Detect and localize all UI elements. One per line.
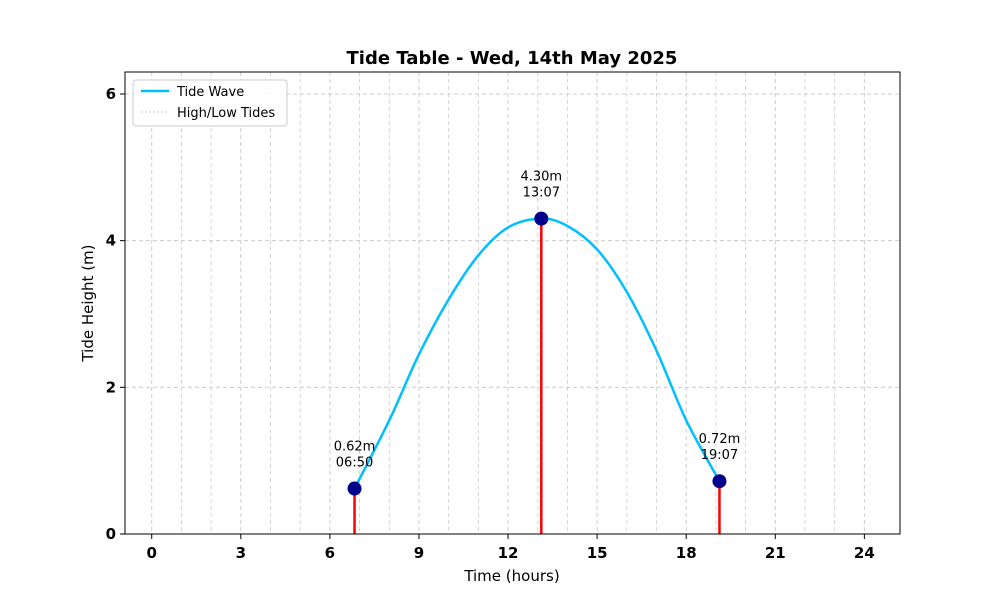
x-tick-label: 24 bbox=[854, 544, 875, 562]
x-tick-label: 0 bbox=[147, 544, 157, 562]
tide-time-label: 13:07 bbox=[523, 186, 560, 201]
tide-height-label: 4.30m bbox=[520, 170, 562, 185]
y-tick-label: 4 bbox=[106, 232, 116, 250]
x-tick-label: 15 bbox=[587, 544, 608, 562]
x-tick-label: 21 bbox=[765, 544, 786, 562]
plot-frame bbox=[124, 71, 901, 535]
legend-label-tides: High/Low Tides bbox=[177, 106, 275, 121]
x-tick-label: 18 bbox=[676, 544, 697, 562]
tide-marker bbox=[712, 474, 727, 489]
tide-height-label: 0.72m bbox=[699, 432, 741, 447]
legend-label-wave: Tide Wave bbox=[176, 85, 244, 100]
y-axis-label: Tide Height (m) bbox=[79, 244, 97, 362]
tide-height-label: 0.62m bbox=[334, 440, 376, 455]
tide-time-label: 19:07 bbox=[701, 448, 738, 463]
y-tick-label: 2 bbox=[106, 378, 116, 396]
y-tick-label: 0 bbox=[106, 525, 116, 543]
x-tick-label: 3 bbox=[236, 544, 246, 562]
tide-time-label: 06:50 bbox=[336, 456, 373, 471]
chart-title: Tide Table - Wed, 14th May 2025 bbox=[347, 48, 678, 69]
x-tick-label: 12 bbox=[498, 544, 519, 562]
tide-marker bbox=[534, 211, 549, 226]
plot-background bbox=[125, 72, 900, 534]
tide-marker bbox=[347, 481, 362, 496]
x-tick-label: 6 bbox=[325, 544, 335, 562]
x-axis-label: Time (hours) bbox=[463, 567, 559, 585]
legend-box bbox=[132, 79, 288, 127]
y-tick-label: 6 bbox=[106, 85, 116, 103]
x-tick-label: 9 bbox=[414, 544, 424, 562]
